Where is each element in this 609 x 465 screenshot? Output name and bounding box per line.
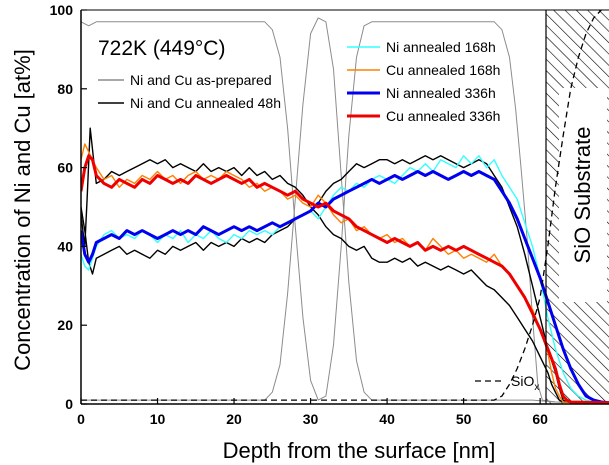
series-line-7: [81, 154, 609, 404]
chart-title: 722K (449°C): [98, 37, 225, 60]
series-line-0: [81, 21, 609, 404]
substrate-label-box: [559, 88, 607, 302]
series-line-6: [81, 170, 609, 404]
legend-siox: SiOx: [475, 373, 539, 393]
legend-label-cu-168h: Cu annealed 168h: [386, 62, 500, 78]
legend-label-cu-336h: Cu annealed 336h: [386, 108, 500, 124]
y-tick-label-3: 60: [57, 160, 73, 176]
y-tick-label-4: 80: [57, 81, 73, 97]
series-line-2: [81, 127, 609, 404]
x-tick-label-6: 60: [532, 411, 548, 427]
axis-ticks: [80, 9, 541, 405]
x-axis-title: Depth from the surface [nm]: [223, 438, 496, 463]
y-axis-title: Concentration of Ni and Cu [at%]: [10, 49, 35, 371]
x-tick-label-3: 30: [303, 411, 319, 427]
series-line-4: [81, 155, 609, 404]
x-tick-label-5: 50: [456, 411, 472, 427]
legend-label-ni-168h: Ni annealed 168h: [386, 39, 496, 55]
x-tick-label-2: 20: [226, 411, 242, 427]
y-tick-label-2: 40: [57, 238, 73, 254]
y-tick-label-1: 20: [57, 317, 73, 333]
y-tick-label-5: 100: [50, 2, 74, 18]
x-tick-label-4: 40: [379, 411, 395, 427]
series-line-8: [81, 10, 602, 401]
substrate-label: SiO Substrate: [570, 127, 595, 264]
legend-left: Ni and Cu as-prepared Ni and Cu annealed…: [98, 72, 281, 111]
legend-label-as-prepared: Ni and Cu as-prepared: [130, 72, 272, 88]
legend-label-siox: SiOx: [511, 373, 539, 393]
x-tick-label-1: 10: [150, 411, 166, 427]
series-line-3: [81, 155, 609, 404]
series-layer: [81, 10, 609, 404]
legend-right: Ni annealed 168h Cu annealed 168h Ni ann…: [347, 39, 500, 124]
tick-labels: 0 10 20 30 40 50 60 0 20 40 60 80 100: [50, 2, 548, 427]
legend-label-ni-336h: Ni annealed 336h: [386, 85, 496, 101]
siox-label-main: SiO: [511, 373, 534, 389]
legend-label-annealed-48h: Ni and Cu annealed 48h: [130, 95, 281, 111]
y-tick-label-0: 0: [65, 396, 73, 412]
siox-label-subscript: x: [534, 382, 539, 393]
x-tick-label-0: 0: [77, 411, 85, 427]
